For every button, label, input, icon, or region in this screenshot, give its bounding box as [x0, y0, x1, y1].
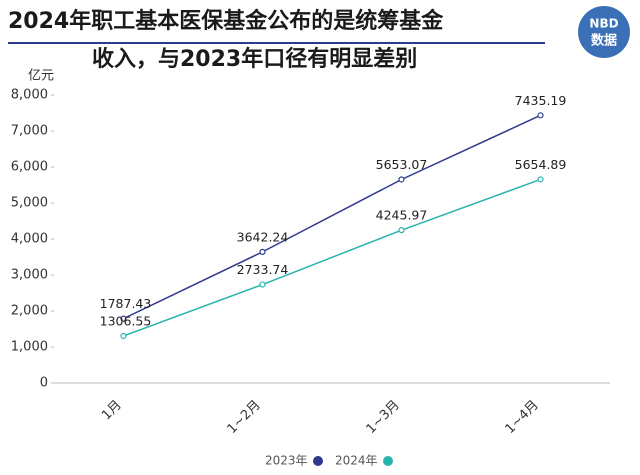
y-tick-label: 3,000 [11, 268, 48, 283]
point [120, 315, 127, 322]
point [259, 248, 266, 255]
x-tick-label: 1月 [99, 398, 125, 424]
y-tick-label: 4,000 [11, 232, 48, 247]
y-axis-label: 亿元 [28, 69, 54, 84]
logo-text: NBD [589, 17, 618, 31]
point [120, 332, 127, 340]
y-tick-label: 6,000 [11, 160, 48, 175]
data-label: 5653.07 [376, 157, 428, 172]
legend-label: 2023年 [265, 454, 308, 468]
x-tick-label: 1~4月 [503, 398, 542, 437]
data-label: 3642.24 [237, 229, 289, 244]
data-label: 1306.55 [100, 313, 152, 328]
legend-marker [313, 456, 323, 466]
y-tick-label: 5,000 [11, 196, 48, 211]
chart-title: 收入，与2023年口径有明显差别 [92, 46, 417, 72]
data-label: 1787.43 [100, 296, 152, 311]
x-tick-label: 1~2月 [225, 398, 264, 437]
y-tick-label: 2,000 [11, 304, 48, 319]
point [398, 227, 405, 234]
data-label: 4245.97 [376, 208, 428, 223]
point [259, 281, 266, 288]
point [537, 176, 544, 183]
x-tick-label: 1~3月 [364, 398, 403, 437]
y-tick-label: 0 [40, 376, 48, 391]
y-tick-label: 7,000 [11, 124, 48, 139]
data-label: 7435.19 [515, 93, 567, 108]
y-tick-label: 1,000 [11, 340, 48, 355]
point [537, 112, 544, 119]
data-label: 5654.89 [515, 157, 567, 172]
logo-badge [578, 6, 630, 58]
chart-title: 2024年职工基本医保基金公布的是统筹基金 [8, 8, 444, 34]
logo-text: 数据 [591, 33, 617, 49]
data-label: 2733.74 [237, 262, 289, 277]
legend-marker [383, 456, 393, 466]
legend-label: 2024年 [335, 454, 378, 468]
line-series [123, 178, 541, 337]
y-tick-label: 8,000 [11, 88, 48, 103]
point [398, 176, 405, 183]
line-series [123, 114, 541, 320]
